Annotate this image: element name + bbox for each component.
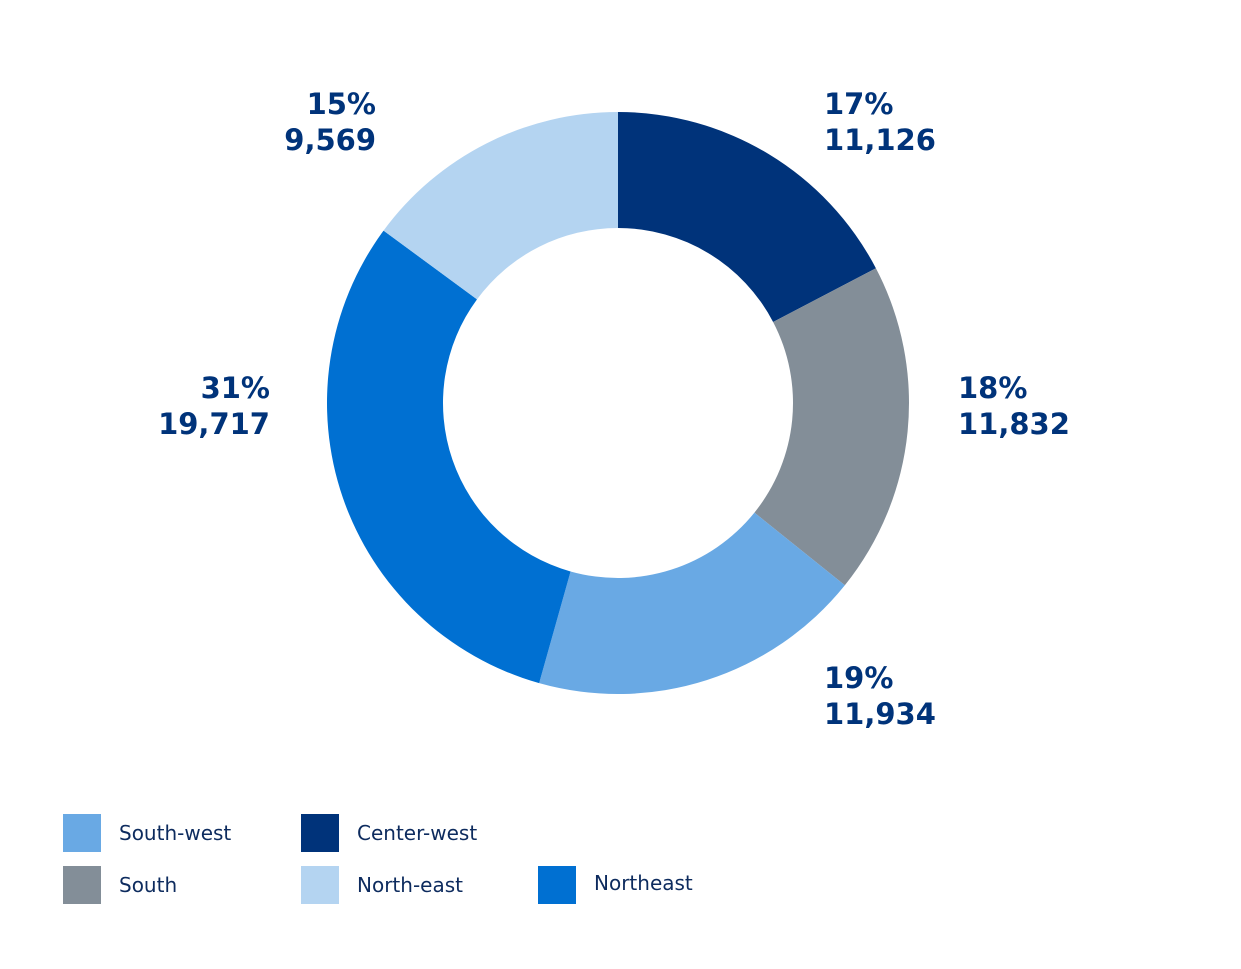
slice-label-value-northeast: 19,717 bbox=[158, 407, 270, 441]
legend-swatch-center-west bbox=[301, 814, 339, 852]
slice-label-percent-northeast: 31% bbox=[201, 371, 270, 405]
slice-label-value-south-west: 11,934 bbox=[824, 697, 936, 731]
slice-label-percent-south: 18% bbox=[958, 371, 1027, 405]
legend-item-center-west: Center-west bbox=[301, 814, 477, 852]
donut-slices bbox=[326, 112, 909, 694]
slice-northeast bbox=[326, 230, 571, 684]
legend-swatch-south-west bbox=[63, 814, 101, 852]
legend-swatch-south bbox=[63, 866, 101, 904]
legend-item-south: South bbox=[63, 866, 177, 904]
legend-label-north-east: North-east bbox=[357, 873, 463, 897]
slice-center-west bbox=[618, 112, 876, 322]
legend-label-south-west: South-west bbox=[119, 821, 232, 845]
legend-label-northeast: Northeast bbox=[594, 871, 693, 895]
legend-swatch-northeast bbox=[538, 866, 576, 904]
legend-label-south: South bbox=[119, 873, 178, 897]
slice-label-value-south: 11,832 bbox=[958, 407, 1070, 441]
legend-swatch-north-east bbox=[301, 866, 339, 904]
slice-labels: 17%11,126 18%11,832 19%11,934 31%19,717 15%9… bbox=[158, 87, 1070, 731]
slice-label-percent-north-east: 15% bbox=[307, 87, 376, 121]
slice-north-east bbox=[383, 112, 618, 300]
legend-item-south-west: South-west bbox=[63, 814, 231, 852]
slice-label-value-north-east: 9,569 bbox=[284, 123, 376, 157]
slice-label-percent-south-west: 19% bbox=[824, 661, 893, 695]
slice-label-percent-center-west: 17% bbox=[824, 87, 893, 121]
legend-item-northeast: Northeast bbox=[538, 866, 693, 904]
legend-label-center-west: Center-west bbox=[357, 821, 478, 845]
slice-south bbox=[754, 268, 909, 586]
legend-item-north-east: North-east bbox=[301, 866, 463, 904]
slice-label-value-center-west: 11,126 bbox=[824, 123, 936, 157]
slice-south-west bbox=[539, 512, 845, 694]
